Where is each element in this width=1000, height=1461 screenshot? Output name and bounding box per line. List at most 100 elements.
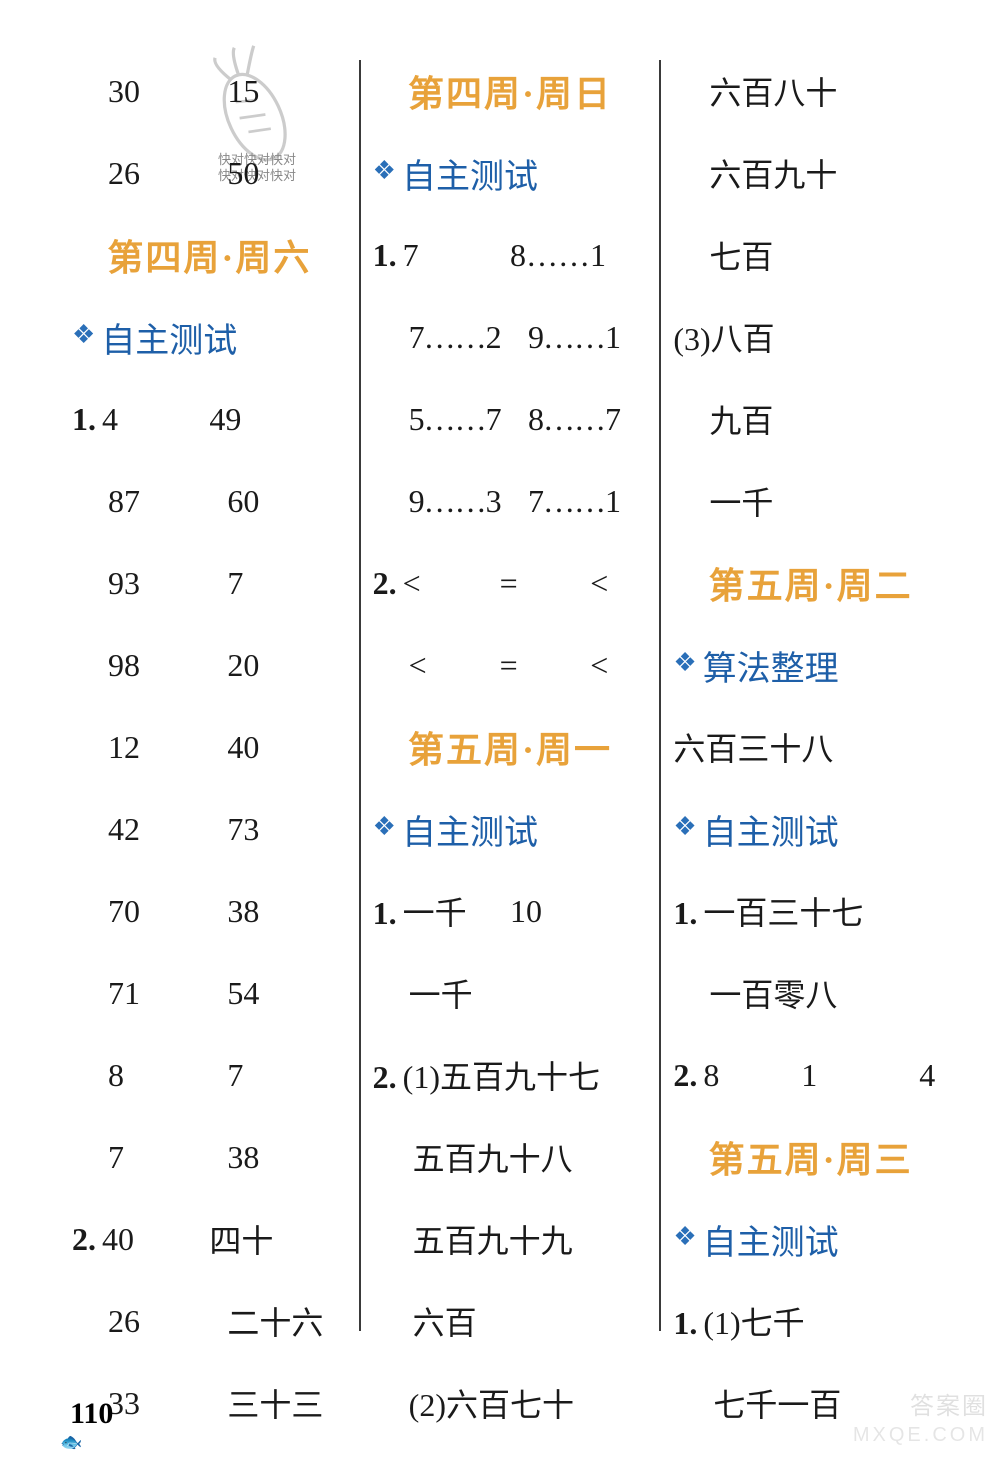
question-number: 1. [673,895,697,931]
watermark-bottom: MXQE.COM [853,1424,988,1447]
data-row: 五百九十九 [373,1198,648,1280]
value: 26 [72,155,227,192]
data-row: 1.一百三十七 [673,870,948,952]
value: 七百 [673,232,948,278]
value: 7 [403,237,419,273]
value: 8 [703,1057,719,1093]
heading-self-test: ❖ 自主测试 [673,788,948,870]
data-row: 9820 [72,624,347,706]
data-row: 1.4 49 [72,378,347,460]
diamond-icon: ❖ [673,812,696,842]
value: 7 [227,1057,346,1094]
value: 9……3 [373,483,528,520]
watermark-top: 答案圈 [910,1386,988,1421]
heading-label: 自主测试 [402,805,538,854]
heading-label: 算法整理 [703,641,839,690]
question-number: 2. [373,1059,397,1095]
value: 4 [855,1057,946,1094]
value: 8……7 [528,401,647,438]
heading-algorithm: ❖ 算法整理 [673,624,948,706]
question-number: 1. [373,237,397,273]
data-row: 26 50 [72,132,347,214]
value: 7 [72,1139,227,1176]
data-row: 六百九十 [673,132,948,214]
value: 三十三 [227,1380,346,1426]
data-row: 738 [72,1116,347,1198]
heading-week4-sun: 第四周·周日 [373,50,648,132]
heading-week5-mon: 第五周·周一 [373,706,648,788]
value: 4 [102,401,118,437]
data-row: 2.< = < [373,542,648,624]
value: 10 [510,893,647,930]
value: 一千 [403,895,467,931]
value: 五百九十九 [373,1216,648,1262]
fish-decoration-icon: 🐟 [60,1432,110,1453]
value: 8 [72,1057,227,1094]
question-number: 1. [373,895,397,931]
value: 九百 [673,396,948,442]
diamond-icon: ❖ [673,1222,696,1252]
value: < [373,647,464,684]
value: 七千 [741,1305,805,1341]
value: 60 [227,483,346,520]
diamond-icon: ❖ [673,648,696,678]
part-label: (2) [409,1387,446,1423]
data-row: 六百 [373,1280,648,1362]
value: 八百 [711,321,775,357]
heading-self-test: ❖ 自主测试 [72,296,347,378]
part-label: (1) [403,1059,440,1095]
data-row: 六百三十八 [673,706,948,788]
value: 38 [227,893,346,930]
value: 六百八十 [673,68,948,114]
value: = [463,565,554,602]
question-number: 2. [673,1057,697,1093]
value: 1 [764,1057,855,1094]
data-row: 7……29……1 [373,296,648,378]
value: 71 [72,975,227,1012]
value: 54 [227,975,346,1012]
value: 87 [72,483,227,520]
column-1: 快对快对快对 快对快对快对 30 15 26 50 第四周·周六 ❖ 自主测试 … [60,50,359,1371]
data-row: (3)八百 [673,296,948,378]
data-row: 9……37……1 [373,460,648,542]
data-row: 一千 [673,460,948,542]
diamond-icon: ❖ [373,156,396,186]
part-label: (3) [673,321,710,357]
value: 一百零八 [673,970,948,1016]
heading-self-test: ❖ 自主测试 [673,1198,948,1280]
value: 七千一百 [673,1380,948,1426]
column-2: 第四周·周日 ❖ 自主测试 1.7 8……1 7……29……1 5……78……7… [361,50,660,1371]
data-row: 7038 [72,870,347,952]
value: < [554,565,645,602]
data-row: 937 [72,542,347,624]
value: 一千 [673,478,948,524]
question-number: 2. [373,565,397,601]
value: 一千 [373,970,648,1016]
value: 40 [102,1221,134,1257]
value: 15 [227,73,346,110]
value: 98 [72,647,227,684]
data-row: 2.8 1 4 [673,1034,948,1116]
value: 六百九十 [673,150,948,196]
value: 四十 [209,1216,346,1262]
value: 二十六 [227,1298,346,1344]
data-row: 1.(1)七千 [673,1280,948,1362]
value: 六百 [373,1298,648,1344]
value: 一百三十七 [703,895,863,931]
value: 42 [72,811,227,848]
data-row: 7154 [72,952,347,1034]
value: 六百三十八 [673,724,948,770]
value: 70 [72,893,227,930]
diamond-icon: ❖ [72,320,95,350]
value: 93 [72,565,227,602]
value: 30 [72,73,227,110]
value: 五百九十八 [373,1134,648,1180]
question-number: 2. [72,1221,96,1257]
value: < [403,565,421,601]
value: 20 [227,647,346,684]
question-number: 1. [72,401,96,437]
part-label: (1) [703,1305,740,1341]
data-row: 七百 [673,214,948,296]
value: 73 [227,811,346,848]
data-row: 1.7 8……1 [373,214,648,296]
